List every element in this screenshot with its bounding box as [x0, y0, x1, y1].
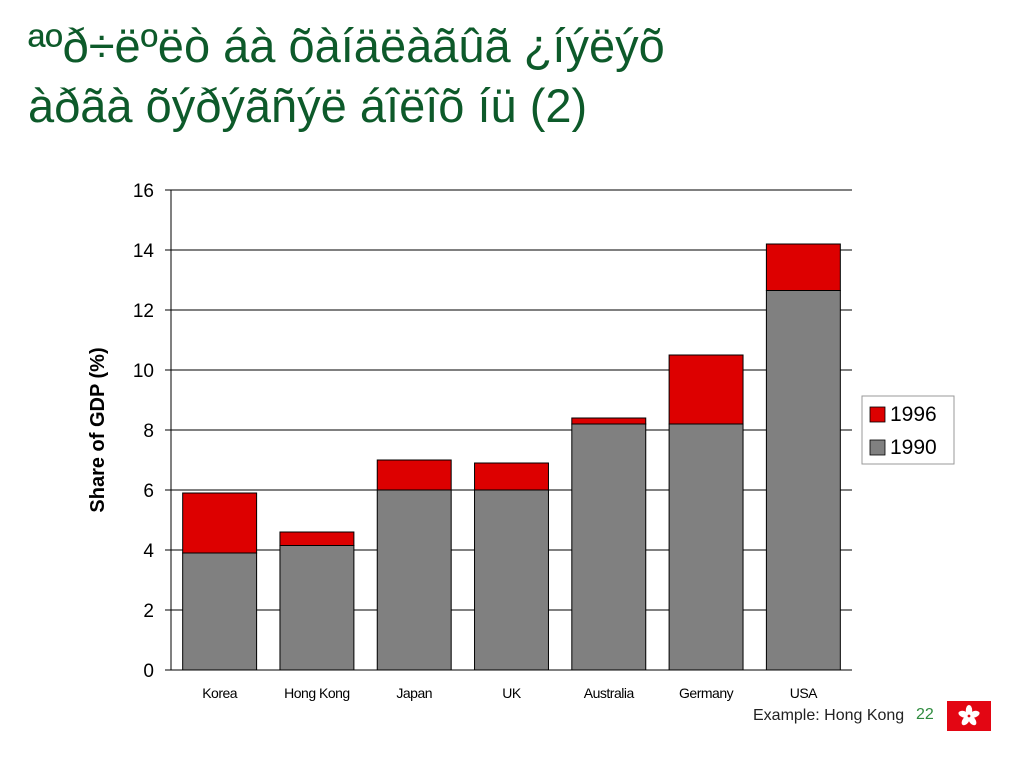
x-tick-label-korea: Korea	[202, 685, 238, 701]
bar-japan-1990	[376, 489, 452, 671]
x-tick-label-uk: UK	[502, 685, 522, 701]
footer-note: Example: Hong Kong	[753, 707, 905, 724]
bar-japan-1996	[376, 459, 452, 491]
y-tick-label-12: 12	[133, 301, 154, 322]
legend-swatch-1990	[869, 439, 886, 456]
y-tick-label-8: 8	[143, 421, 154, 442]
bar-usa-1990	[765, 290, 841, 671]
slide-title-line-2: àðãà õýðýãñýë áîëîõ íü (2)	[28, 79, 588, 132]
bar-hong-kong-1990	[279, 545, 355, 671]
page-number: 22	[916, 706, 934, 723]
bar-germany-1990	[668, 423, 744, 671]
y-tick-label-2: 2	[143, 601, 154, 622]
bar-australia-1996	[571, 417, 647, 425]
y-tick-label-14: 14	[133, 241, 155, 262]
legend: 1996 1990	[861, 395, 955, 465]
x-tick-label-usa: USA	[790, 685, 818, 701]
slide-title: ªºð÷ëºëò áà õàíäëàãûã ¿íýëýõ àðãà õýðýãñ…	[28, 16, 988, 136]
bar-hong-kong-1996	[279, 531, 355, 546]
slide-title-line-1: ªºð÷ëºëò áà õàíäëàãûã ¿íýëýõ	[28, 19, 665, 72]
bar-korea-1990	[182, 552, 258, 671]
y-axis-title: Share of GDP (%)	[87, 347, 109, 512]
bar-usa-1996	[765, 243, 841, 291]
y-tick-label-6: 6	[143, 481, 154, 502]
y-axis-ticks: 0 2 4 6 8 10 12 14 16	[133, 181, 171, 682]
bar-korea-1996	[182, 492, 258, 554]
x-tick-label-germany: Germany	[679, 685, 734, 701]
bar-germany-1996	[668, 354, 744, 425]
bar-uk-1996	[474, 462, 549, 491]
y-tick-label-16: 16	[133, 181, 154, 202]
x-axis-labels: Korea Hong Kong Japan UK Australia Germany USA	[202, 685, 818, 701]
bar-australia-1990	[571, 423, 647, 671]
x-tick-label-hong-kong: Hong Kong	[284, 685, 350, 701]
y-tick-label-0: 0	[143, 661, 154, 682]
legend-label-1996: 1996	[890, 403, 937, 426]
x-tick-label-japan: Japan	[396, 685, 432, 701]
x-tick-label-australia: Australia	[584, 685, 635, 701]
hong-kong-flag-icon	[947, 701, 991, 731]
y-tick-label-4: 4	[143, 541, 154, 562]
y-tick-label-10: 10	[133, 361, 154, 382]
legend-swatch-1996	[869, 406, 886, 423]
bars	[182, 243, 841, 671]
legend-label-1990: 1990	[890, 436, 937, 459]
bar-uk-1990	[474, 489, 549, 671]
